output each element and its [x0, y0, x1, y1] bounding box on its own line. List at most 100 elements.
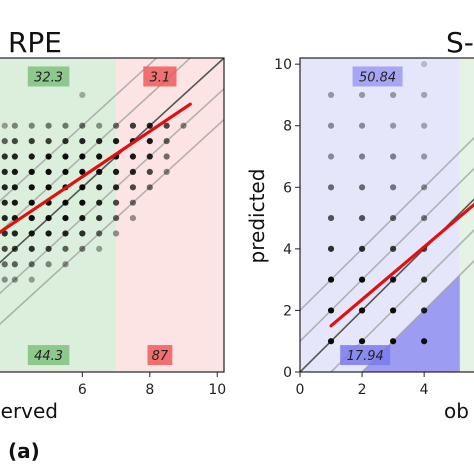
data-point	[358, 184, 366, 191]
plot-frame	[299, 57, 474, 373]
chart-title: RPE	[8, 26, 62, 59]
band-line	[300, 136, 474, 312]
band-line	[0, 58, 192, 233]
data-point	[11, 261, 18, 268]
data-point	[28, 199, 35, 206]
x-axis-label: ob	[444, 399, 469, 423]
data-point	[129, 214, 137, 222]
data-point	[327, 153, 335, 160]
band-line	[0, 118, 224, 326]
data-point	[327, 122, 335, 129]
y-tick-label: 2	[283, 303, 292, 319]
data-point	[11, 245, 18, 252]
data-point	[421, 122, 428, 129]
x-tick-label: 6	[78, 382, 87, 398]
annotation-label: 87	[152, 349, 169, 364]
data-point	[146, 122, 153, 129]
data-point	[11, 138, 18, 145]
data-point	[11, 168, 18, 176]
data-point	[62, 199, 69, 206]
region-shade	[116, 58, 224, 372]
data-point	[62, 122, 69, 129]
annotation-box	[352, 66, 403, 87]
data-point	[62, 245, 69, 252]
data-point	[421, 91, 428, 99]
annotation-box	[147, 345, 173, 366]
data-point	[28, 230, 35, 237]
annotation-box	[143, 66, 177, 87]
data-point	[62, 168, 69, 176]
data-point	[358, 122, 366, 129]
data-point	[112, 230, 120, 237]
data-point	[358, 245, 366, 252]
data-point	[358, 214, 366, 222]
data-point	[129, 168, 137, 176]
data-point	[421, 276, 428, 283]
data-point	[421, 338, 428, 345]
identity-line	[0, 58, 224, 264]
region-shade	[459, 58, 474, 372]
data-point	[390, 245, 397, 252]
data-point	[358, 338, 366, 345]
data-point	[129, 153, 137, 160]
data-point	[1, 184, 8, 191]
data-point	[358, 153, 366, 160]
y-axis-label: predicted	[245, 169, 269, 264]
data-point	[163, 153, 170, 160]
data-point	[62, 153, 69, 160]
data-point	[146, 138, 153, 145]
data-point	[112, 138, 120, 145]
data-point	[28, 214, 35, 222]
data-point	[180, 122, 187, 129]
data-point	[163, 138, 170, 145]
panel-label: (a)	[8, 439, 40, 463]
chart-title: S-	[446, 26, 474, 59]
data-point	[96, 199, 103, 206]
data-point	[45, 245, 52, 252]
data-point	[327, 276, 335, 283]
x-tick-label: 0	[296, 382, 305, 398]
y-tick-label: 6	[283, 180, 292, 196]
data-point	[62, 261, 69, 268]
data-point	[112, 122, 120, 129]
data-point	[79, 122, 86, 129]
data-point	[390, 214, 397, 222]
data-point	[45, 153, 52, 160]
data-point	[146, 184, 153, 191]
data-point	[62, 138, 69, 145]
data-point	[45, 261, 52, 268]
data-point	[390, 307, 397, 314]
data-point	[28, 184, 35, 191]
chart-right: 0 2 4 0 2 4 6 8 10 50.84 17.94 S- ob predicted	[245, 26, 474, 423]
data-point	[79, 245, 86, 252]
data-point	[146, 168, 153, 176]
data-point	[129, 122, 137, 129]
annotation-label: 50.84	[359, 70, 396, 85]
data-point	[96, 122, 103, 129]
data-point	[390, 153, 397, 160]
data-point	[1, 153, 8, 160]
annotation-box	[340, 345, 391, 366]
data-point	[1, 214, 8, 222]
data-point	[112, 214, 120, 222]
x-tick-label: 10	[208, 382, 226, 398]
data-point	[390, 184, 397, 191]
data-point	[421, 153, 428, 160]
data-point	[79, 214, 86, 222]
fit-line	[0, 102, 192, 235]
band-line	[329, 229, 474, 372]
data-point	[79, 91, 86, 99]
data-point	[112, 199, 120, 206]
data-point	[327, 184, 335, 191]
data-point	[28, 245, 35, 252]
data-point	[146, 153, 153, 160]
data-point	[421, 61, 428, 68]
data-point	[62, 230, 69, 237]
data-point	[62, 214, 69, 222]
data-point	[79, 184, 86, 191]
identity-line	[300, 198, 474, 372]
data-point	[390, 338, 397, 345]
data-point	[327, 214, 335, 222]
data-point	[421, 184, 428, 191]
